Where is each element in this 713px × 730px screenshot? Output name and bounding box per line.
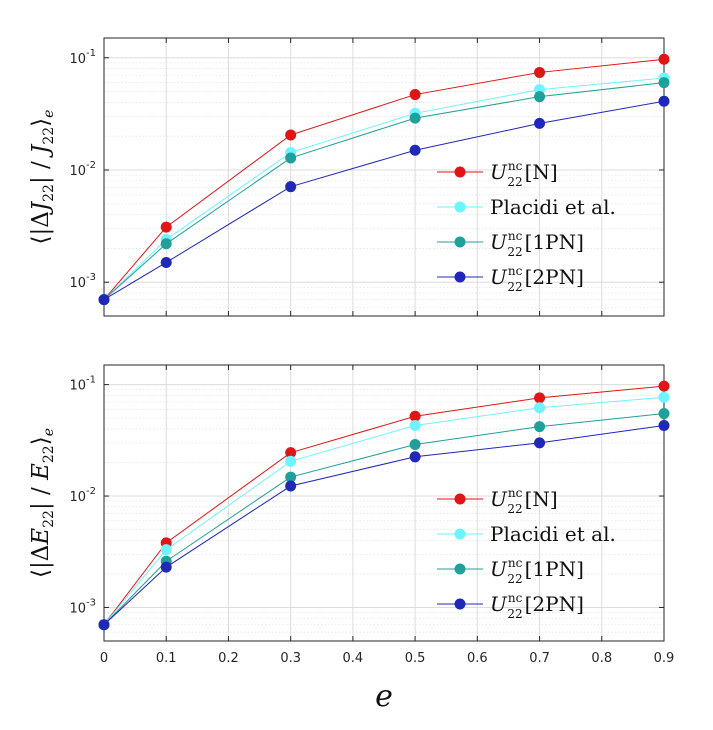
legend-marker	[454, 563, 466, 575]
legend-marker	[454, 271, 466, 283]
series-line	[103, 58, 665, 300]
data-point	[160, 561, 172, 573]
series-line	[103, 77, 665, 300]
legend-marker	[454, 528, 466, 540]
legend-label: Unc 22 [2PN]	[490, 591, 584, 621]
data-point	[534, 392, 546, 404]
axes-box	[103, 37, 665, 317]
series-line	[103, 413, 665, 626]
data-point	[160, 238, 172, 250]
legend-label: Unc 22 [1PN]	[490, 229, 584, 259]
data-point	[409, 112, 421, 124]
x-tick-label: 0.2	[218, 651, 239, 666]
y-tick-label: 10-1	[69, 48, 96, 67]
series-line	[103, 82, 665, 300]
data-point	[285, 129, 297, 141]
data-point	[409, 451, 421, 463]
data-point	[409, 419, 421, 431]
data-point	[285, 471, 297, 483]
data-point	[534, 66, 546, 78]
data-point	[160, 544, 172, 556]
y-tick-label: 10-2	[69, 486, 96, 505]
legend-marker	[454, 598, 466, 610]
y-axis-label: ⟨|ΔJ22| / J22⟩e	[28, 110, 57, 245]
series-line	[103, 424, 665, 626]
y-tick-label: 10-3	[69, 272, 96, 291]
grid	[103, 38, 665, 317]
y-tick-label: 10-1	[69, 375, 96, 394]
data-point	[285, 152, 297, 164]
data-point	[658, 53, 670, 65]
data-point	[160, 256, 172, 268]
series-4	[98, 419, 670, 631]
legend: Unc 22 [N] Placidi et al. Unc 22 [1PN] Unc 22 [2P…	[437, 486, 616, 621]
axes-box	[103, 364, 665, 642]
data-point	[658, 408, 670, 420]
chart-panel-2: 10-3 10-2 10-1 0 0.1 0.2 0.3 0.4 0.5 0.6 0.7 0.8 0.9…	[28, 364, 675, 714]
y-axis-label: ⟨|ΔE22| / E22⟩e	[28, 428, 57, 578]
data-point	[534, 402, 546, 414]
x-tick-label: 0.9	[654, 651, 675, 666]
series-line	[103, 385, 665, 626]
data-point	[534, 437, 546, 449]
data-point	[98, 294, 110, 306]
x-tick-label: 0.3	[280, 651, 301, 666]
x-tick-label: 0.5	[405, 651, 426, 666]
x-tick-label: 0.1	[156, 651, 177, 666]
legend-marker	[454, 493, 466, 505]
legend-marker	[454, 166, 466, 178]
data-point	[658, 95, 670, 107]
series-1	[98, 53, 670, 306]
series-2	[98, 391, 670, 631]
x-axis-label: e	[375, 679, 393, 714]
data-point	[658, 419, 670, 431]
y-tick-label: 10-2	[69, 160, 96, 179]
data-point	[658, 77, 670, 89]
series-line	[103, 100, 665, 301]
data-point	[658, 391, 670, 403]
x-tick-label: 0.6	[467, 651, 488, 666]
data-point	[534, 421, 546, 433]
legend-marker	[454, 236, 466, 248]
x-tick-label: 0.4	[343, 651, 364, 666]
plot-area	[104, 38, 664, 316]
series-line	[103, 396, 665, 626]
x-tick-label: 0.8	[591, 651, 612, 666]
legend-label: Placidi et al.	[490, 522, 616, 546]
legend: Unc 22 [N] Placidi et al. Unc 22 [1PN] Unc 22 [2P…	[437, 159, 616, 294]
data-point	[409, 439, 421, 451]
data-point	[98, 619, 110, 631]
data-point	[409, 410, 421, 422]
legend-label: Unc 22 [N]	[490, 486, 558, 516]
data-point	[285, 455, 297, 467]
x-tick-label: 0	[100, 651, 108, 666]
data-point	[285, 447, 297, 459]
data-point	[409, 89, 421, 101]
data-point	[658, 380, 670, 392]
data-point	[285, 181, 297, 193]
legend-label: Unc 22 [N]	[490, 159, 558, 189]
data-point	[285, 480, 297, 492]
legend-label: Unc 22 [1PN]	[490, 556, 584, 586]
data-point	[409, 144, 421, 156]
legend-marker	[454, 201, 466, 213]
plot-area	[104, 365, 664, 641]
legend-label: Placidi et al.	[490, 195, 616, 219]
x-tick-label: 0.7	[529, 651, 550, 666]
y-tick-label: 10-3	[69, 597, 96, 616]
data-point	[534, 117, 546, 129]
data-point	[534, 91, 546, 103]
series-4	[98, 95, 670, 306]
series-3	[98, 77, 670, 306]
data-point	[160, 221, 172, 233]
legend-label: Unc 22 [2PN]	[490, 264, 584, 294]
